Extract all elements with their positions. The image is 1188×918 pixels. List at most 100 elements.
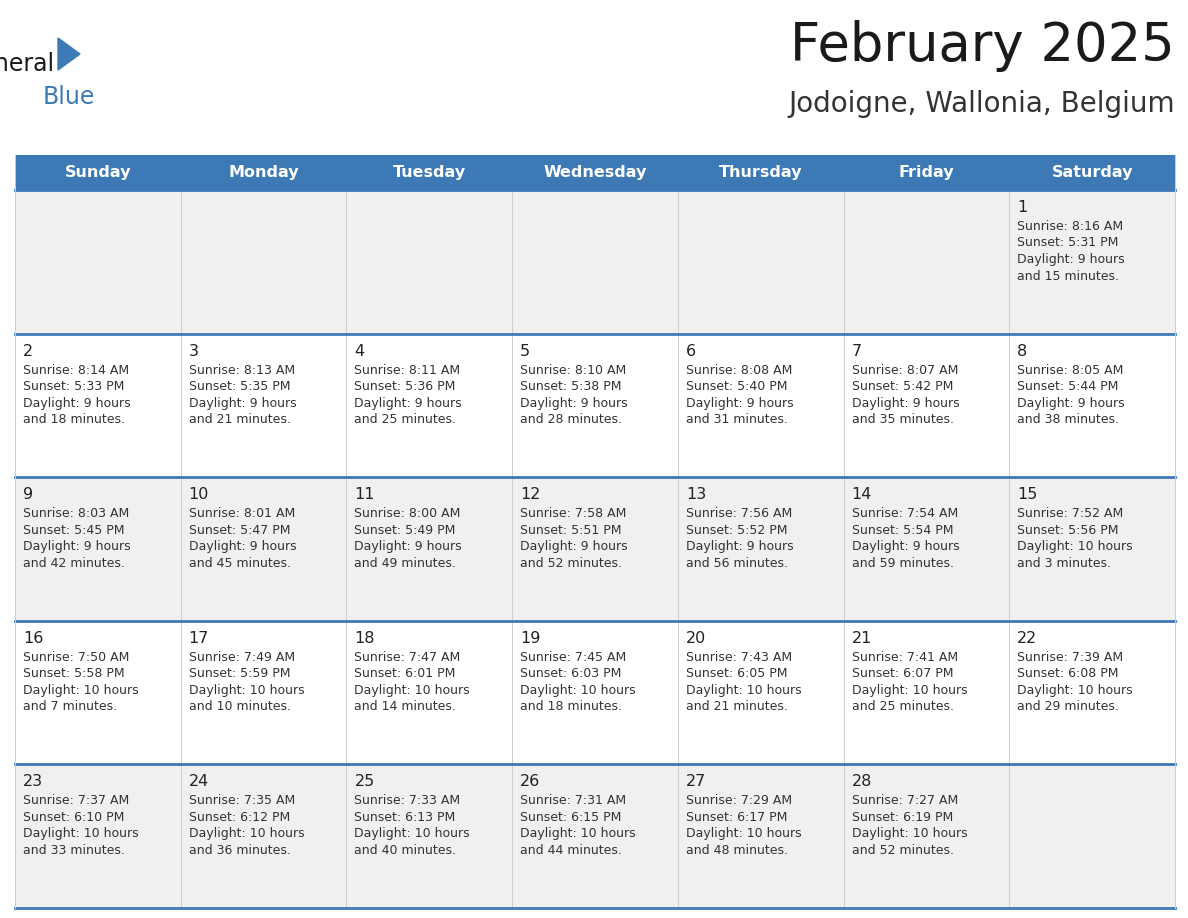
Text: and 21 minutes.: and 21 minutes. xyxy=(685,700,788,713)
Text: 8: 8 xyxy=(1017,343,1028,359)
Text: 27: 27 xyxy=(685,775,706,789)
Text: and 18 minutes.: and 18 minutes. xyxy=(520,700,623,713)
Text: Daylight: 10 hours: Daylight: 10 hours xyxy=(189,827,304,840)
Text: Daylight: 9 hours: Daylight: 9 hours xyxy=(1017,253,1125,266)
Text: and 42 minutes.: and 42 minutes. xyxy=(23,556,125,570)
Text: Sunrise: 7:37 AM: Sunrise: 7:37 AM xyxy=(23,794,129,808)
Bar xyxy=(15,621,1175,765)
Text: 4: 4 xyxy=(354,343,365,359)
Text: Thursday: Thursday xyxy=(719,165,802,180)
Text: Sunrise: 7:50 AM: Sunrise: 7:50 AM xyxy=(23,651,129,664)
Text: and 31 minutes.: and 31 minutes. xyxy=(685,413,788,426)
Text: and 38 minutes.: and 38 minutes. xyxy=(1017,413,1119,426)
Text: Sunset: 5:44 PM: Sunset: 5:44 PM xyxy=(1017,380,1119,393)
Text: Sunset: 6:07 PM: Sunset: 6:07 PM xyxy=(852,667,953,680)
Text: 23: 23 xyxy=(23,775,43,789)
Text: Sunset: 5:42 PM: Sunset: 5:42 PM xyxy=(852,380,953,393)
Text: Sunset: 6:13 PM: Sunset: 6:13 PM xyxy=(354,811,456,823)
Text: and 14 minutes.: and 14 minutes. xyxy=(354,700,456,713)
Text: Daylight: 10 hours: Daylight: 10 hours xyxy=(189,684,304,697)
Text: Sunrise: 7:39 AM: Sunrise: 7:39 AM xyxy=(1017,651,1124,664)
Text: Daylight: 10 hours: Daylight: 10 hours xyxy=(1017,540,1133,554)
Text: Daylight: 10 hours: Daylight: 10 hours xyxy=(685,827,802,840)
Text: Sunset: 5:35 PM: Sunset: 5:35 PM xyxy=(189,380,290,393)
Text: Daylight: 9 hours: Daylight: 9 hours xyxy=(1017,397,1125,409)
Text: Sunrise: 7:43 AM: Sunrise: 7:43 AM xyxy=(685,651,792,664)
Text: Daylight: 10 hours: Daylight: 10 hours xyxy=(23,684,139,697)
Text: Sunset: 5:58 PM: Sunset: 5:58 PM xyxy=(23,667,125,680)
Text: Sunrise: 7:35 AM: Sunrise: 7:35 AM xyxy=(189,794,295,808)
Text: Sunset: 5:49 PM: Sunset: 5:49 PM xyxy=(354,523,456,537)
Text: and 21 minutes.: and 21 minutes. xyxy=(189,413,291,426)
Text: Sunrise: 7:41 AM: Sunrise: 7:41 AM xyxy=(852,651,958,664)
Text: Daylight: 9 hours: Daylight: 9 hours xyxy=(520,397,627,409)
Text: 10: 10 xyxy=(189,487,209,502)
Text: and 48 minutes.: and 48 minutes. xyxy=(685,844,788,856)
Text: and 7 minutes.: and 7 minutes. xyxy=(23,700,118,713)
Text: Daylight: 9 hours: Daylight: 9 hours xyxy=(354,397,462,409)
Text: 2: 2 xyxy=(23,343,33,359)
Text: Sunrise: 8:00 AM: Sunrise: 8:00 AM xyxy=(354,508,461,521)
Text: 5: 5 xyxy=(520,343,530,359)
Text: Sunrise: 8:01 AM: Sunrise: 8:01 AM xyxy=(189,508,295,521)
Text: and 15 minutes.: and 15 minutes. xyxy=(1017,270,1119,283)
Text: and 44 minutes.: and 44 minutes. xyxy=(520,844,623,856)
Text: 26: 26 xyxy=(520,775,541,789)
Text: Sunrise: 8:11 AM: Sunrise: 8:11 AM xyxy=(354,364,461,376)
Text: 24: 24 xyxy=(189,775,209,789)
Text: General: General xyxy=(0,52,55,76)
Text: Sunset: 5:33 PM: Sunset: 5:33 PM xyxy=(23,380,125,393)
Text: Sunrise: 8:07 AM: Sunrise: 8:07 AM xyxy=(852,364,958,376)
Text: February 2025: February 2025 xyxy=(790,20,1175,72)
Text: Tuesday: Tuesday xyxy=(393,165,466,180)
Text: Sunset: 5:56 PM: Sunset: 5:56 PM xyxy=(1017,523,1119,537)
Text: and 3 minutes.: and 3 minutes. xyxy=(1017,556,1111,570)
Text: and 18 minutes.: and 18 minutes. xyxy=(23,413,125,426)
Text: Daylight: 10 hours: Daylight: 10 hours xyxy=(520,684,636,697)
Text: Friday: Friday xyxy=(898,165,954,180)
Text: Sunrise: 7:54 AM: Sunrise: 7:54 AM xyxy=(852,508,958,521)
Text: Daylight: 10 hours: Daylight: 10 hours xyxy=(1017,684,1133,697)
Text: Sunrise: 8:13 AM: Sunrise: 8:13 AM xyxy=(189,364,295,376)
Text: Wednesday: Wednesday xyxy=(543,165,646,180)
Text: Sunset: 5:52 PM: Sunset: 5:52 PM xyxy=(685,523,788,537)
Text: 13: 13 xyxy=(685,487,706,502)
Bar xyxy=(15,765,1175,908)
Text: Sunset: 6:05 PM: Sunset: 6:05 PM xyxy=(685,667,788,680)
Text: 25: 25 xyxy=(354,775,374,789)
Text: 11: 11 xyxy=(354,487,375,502)
Text: Sunset: 5:54 PM: Sunset: 5:54 PM xyxy=(852,523,953,537)
Text: Daylight: 9 hours: Daylight: 9 hours xyxy=(189,397,296,409)
Text: Blue: Blue xyxy=(43,85,95,109)
Text: Monday: Monday xyxy=(228,165,299,180)
Text: Sunset: 5:45 PM: Sunset: 5:45 PM xyxy=(23,523,125,537)
Bar xyxy=(15,333,1175,477)
Text: Daylight: 10 hours: Daylight: 10 hours xyxy=(354,684,470,697)
Text: Sunrise: 7:45 AM: Sunrise: 7:45 AM xyxy=(520,651,626,664)
Text: Jodoigne, Wallonia, Belgium: Jodoigne, Wallonia, Belgium xyxy=(789,90,1175,118)
Text: 9: 9 xyxy=(23,487,33,502)
Text: Sunset: 6:12 PM: Sunset: 6:12 PM xyxy=(189,811,290,823)
Text: Daylight: 10 hours: Daylight: 10 hours xyxy=(852,684,967,697)
Text: Daylight: 9 hours: Daylight: 9 hours xyxy=(354,540,462,554)
Bar xyxy=(15,155,1175,190)
Text: and 52 minutes.: and 52 minutes. xyxy=(852,844,954,856)
Text: Saturday: Saturday xyxy=(1051,165,1133,180)
Text: Sunset: 6:19 PM: Sunset: 6:19 PM xyxy=(852,811,953,823)
Text: and 52 minutes.: and 52 minutes. xyxy=(520,556,623,570)
Bar xyxy=(15,190,1175,333)
Text: Sunrise: 7:52 AM: Sunrise: 7:52 AM xyxy=(1017,508,1124,521)
Text: and 40 minutes.: and 40 minutes. xyxy=(354,844,456,856)
Bar xyxy=(15,477,1175,621)
Text: Sunrise: 7:49 AM: Sunrise: 7:49 AM xyxy=(189,651,295,664)
Text: and 59 minutes.: and 59 minutes. xyxy=(852,556,954,570)
Text: Sunrise: 7:33 AM: Sunrise: 7:33 AM xyxy=(354,794,461,808)
Text: Sunset: 5:59 PM: Sunset: 5:59 PM xyxy=(189,667,290,680)
Text: 7: 7 xyxy=(852,343,861,359)
Text: and 25 minutes.: and 25 minutes. xyxy=(354,413,456,426)
Text: Sunset: 6:10 PM: Sunset: 6:10 PM xyxy=(23,811,125,823)
Text: Daylight: 9 hours: Daylight: 9 hours xyxy=(520,540,627,554)
Text: and 28 minutes.: and 28 minutes. xyxy=(520,413,623,426)
Text: Daylight: 9 hours: Daylight: 9 hours xyxy=(852,397,959,409)
Text: Daylight: 9 hours: Daylight: 9 hours xyxy=(685,397,794,409)
